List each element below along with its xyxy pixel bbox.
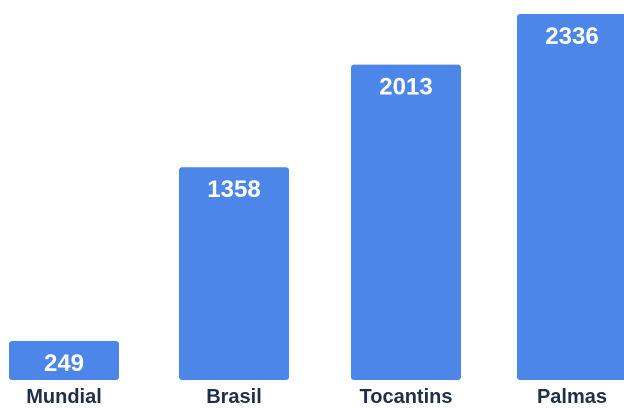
bar-mundial [9,340,119,380]
value-label-mundial: 249 [44,350,84,377]
category-labels-group: Mundial Brasil Tocantins Palmas [26,386,607,408]
bar-brasil [179,167,289,380]
value-label-brasil: 1358 [207,176,260,203]
category-label-brasil: Brasil [206,386,262,408]
bars-group [9,14,624,380]
value-label-palmas: 2336 [545,23,598,50]
bar-palmas [517,14,624,380]
bar-tocantins [351,64,461,380]
value-label-tocantins: 2013 [379,74,432,101]
category-label-tocantins: Tocantins [360,386,453,408]
category-label-mundial: Mundial [26,386,102,408]
category-label-palmas: Palmas [537,386,607,408]
value-labels-group: 249 1358 2013 2336 [44,23,599,377]
